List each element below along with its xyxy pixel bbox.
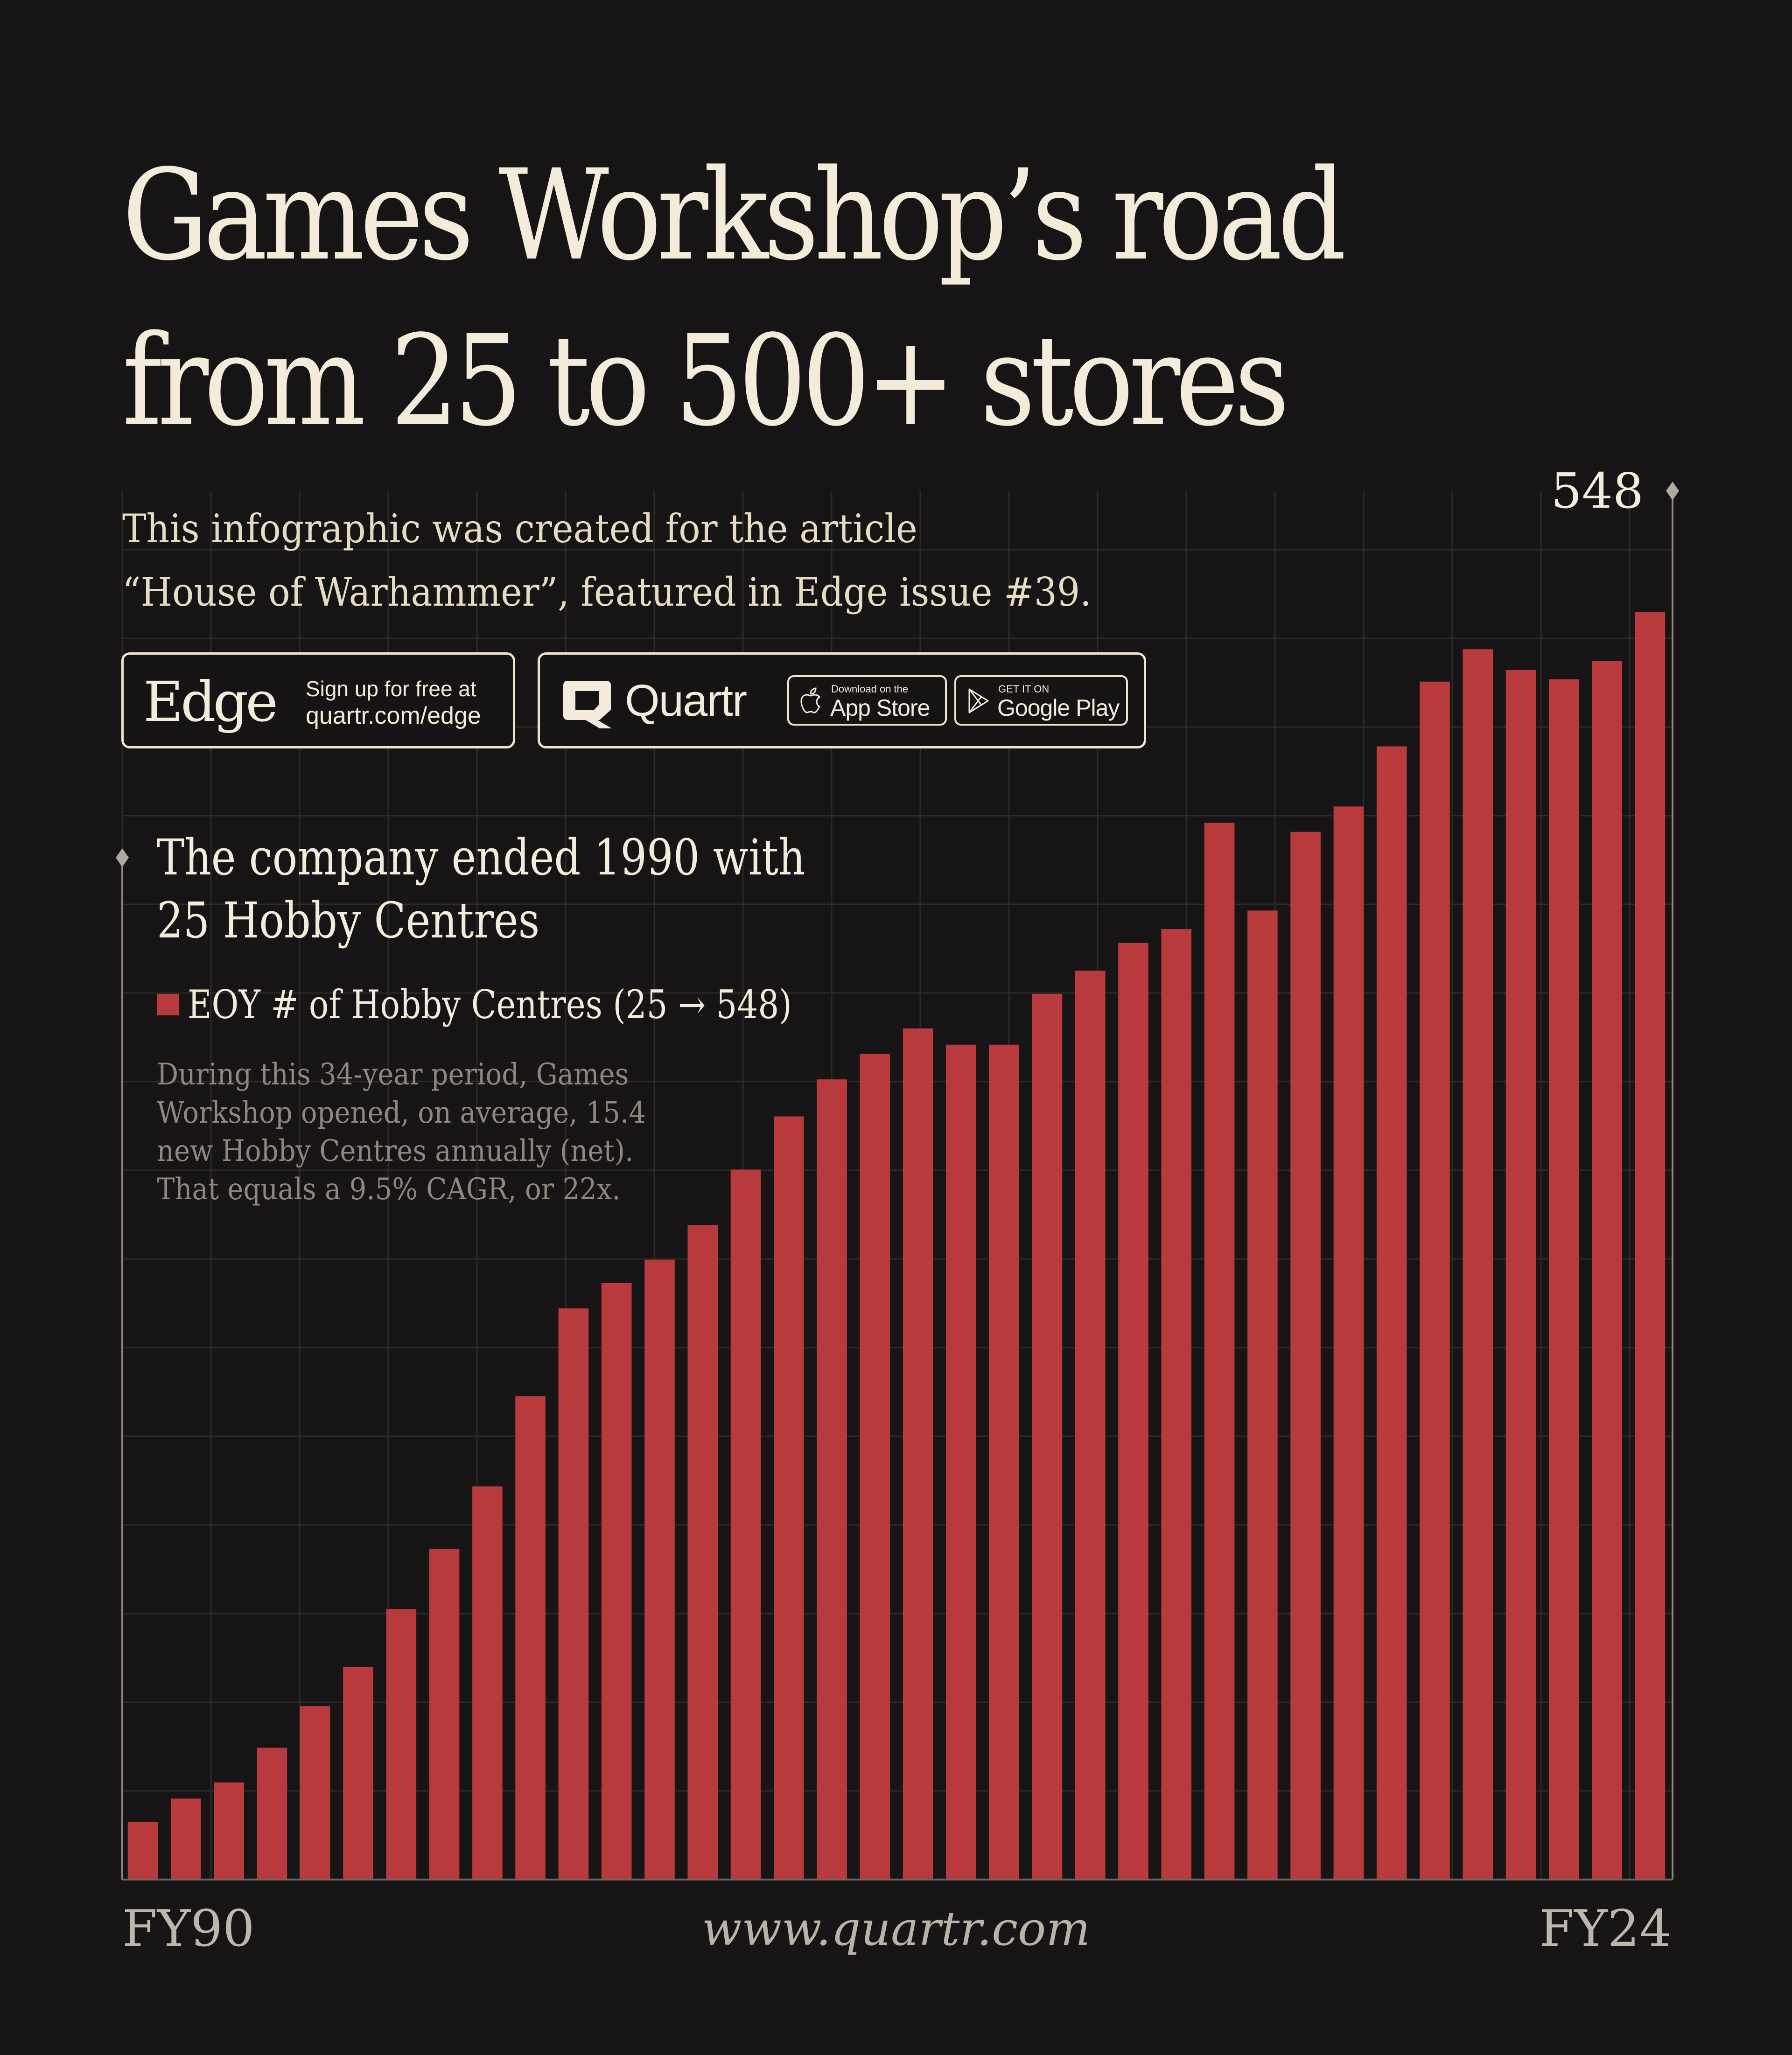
annotation-title-line-2: 25 Hobby Centres	[157, 892, 540, 949]
title-line-2: from 25 to 500+ stores	[122, 308, 1289, 454]
annotation-title: The company ended 1990 with 25 Hobby Cen…	[157, 826, 903, 952]
bar	[1420, 681, 1450, 1880]
bar	[730, 1169, 761, 1880]
bar	[1290, 832, 1321, 1880]
subtitle-line-2: “House of Warhammer”, featured in Edge i…	[122, 569, 1092, 615]
bar	[1376, 746, 1407, 1880]
bar	[1032, 993, 1063, 1880]
edge-logo: Edge	[143, 670, 278, 734]
google-play-button[interactable]: GET IT ON Google Play	[954, 675, 1128, 726]
note-line-4: That equals a 9.5% CAGR, or 22x.	[157, 1172, 621, 1207]
apple-icon	[800, 687, 821, 713]
bar	[472, 1486, 503, 1880]
quartr-logo-icon	[563, 681, 612, 728]
bar	[257, 1747, 287, 1880]
quartr-wordmark: Quartr	[625, 676, 747, 726]
edge-signup-text: Sign up for free at quartr.com/edge	[306, 675, 481, 729]
bar	[1118, 943, 1148, 1880]
page-title: Games Workshop’s road from 25 to 500+ st…	[122, 133, 1407, 464]
start-marker-diamond	[116, 848, 129, 867]
bar	[1592, 661, 1622, 1880]
bar	[171, 1798, 201, 1880]
bar	[817, 1079, 847, 1880]
website-link[interactable]: www.quartr.com	[701, 1901, 1091, 1956]
annotation-note: During this 34-year period, Games Worksh…	[157, 1055, 810, 1209]
bar	[946, 1044, 976, 1880]
subtitle: This infographic was created for the art…	[122, 497, 1336, 624]
bar	[1333, 806, 1364, 1880]
bar	[515, 1396, 546, 1880]
bar	[601, 1283, 632, 1880]
bar	[1505, 670, 1536, 1880]
x-axis-start-label: FY90	[122, 1900, 255, 1958]
legend-swatch	[157, 994, 179, 1015]
note-line-3: new Hobby Centres annually (net).	[157, 1134, 634, 1168]
google-play-small-text: GET IT ON	[998, 683, 1050, 695]
bar	[127, 1822, 158, 1880]
bar	[343, 1667, 373, 1880]
bar	[903, 1028, 933, 1880]
x-axis-end-label: FY24	[1539, 1900, 1672, 1958]
google-play-label: Google Play	[997, 695, 1120, 721]
bar	[989, 1044, 1019, 1880]
app-store-label: App Store	[830, 695, 930, 721]
subtitle-line-1: This infographic was created for the art…	[122, 506, 917, 552]
note-line-2: Workshop opened, on average, 15.4	[157, 1096, 646, 1130]
bar	[687, 1225, 718, 1880]
edge-signup-badge[interactable]: Edge Sign up for free at quartr.com/edge	[121, 652, 515, 748]
quartr-app-badge: Quartr Download on the App Store GET IT …	[538, 652, 1146, 748]
legend-label: EOY # of Hobby Centres (25 → 548)	[188, 982, 792, 1028]
title-line-1: Games Workshop’s road	[122, 143, 1346, 288]
bar	[860, 1054, 890, 1880]
edge-signup-line-1: Sign up for free at	[306, 677, 476, 701]
bar	[558, 1308, 589, 1880]
max-marker-diamond	[1666, 482, 1679, 500]
bar	[644, 1259, 675, 1880]
bar	[214, 1782, 244, 1880]
app-store-small-text: Download on the	[831, 683, 909, 695]
bar	[1549, 679, 1579, 1880]
bar	[774, 1116, 804, 1880]
app-store-button[interactable]: Download on the App Store	[787, 675, 947, 726]
bar	[1075, 971, 1106, 1880]
bar	[1204, 823, 1235, 1880]
bar	[1247, 910, 1278, 1880]
bar	[300, 1706, 330, 1880]
bar	[1463, 649, 1493, 1880]
bar	[1161, 929, 1192, 1880]
edge-signup-url[interactable]: quartr.com/edge	[306, 702, 481, 729]
bar	[386, 1609, 417, 1880]
bar	[1635, 612, 1666, 1880]
bar	[429, 1549, 460, 1880]
note-line-1: During this 34-year period, Games	[157, 1057, 629, 1092]
max-value-label: 548	[1551, 462, 1644, 519]
annotation-title-line-1: The company ended 1990 with	[157, 829, 805, 886]
google-play-icon	[968, 688, 989, 713]
